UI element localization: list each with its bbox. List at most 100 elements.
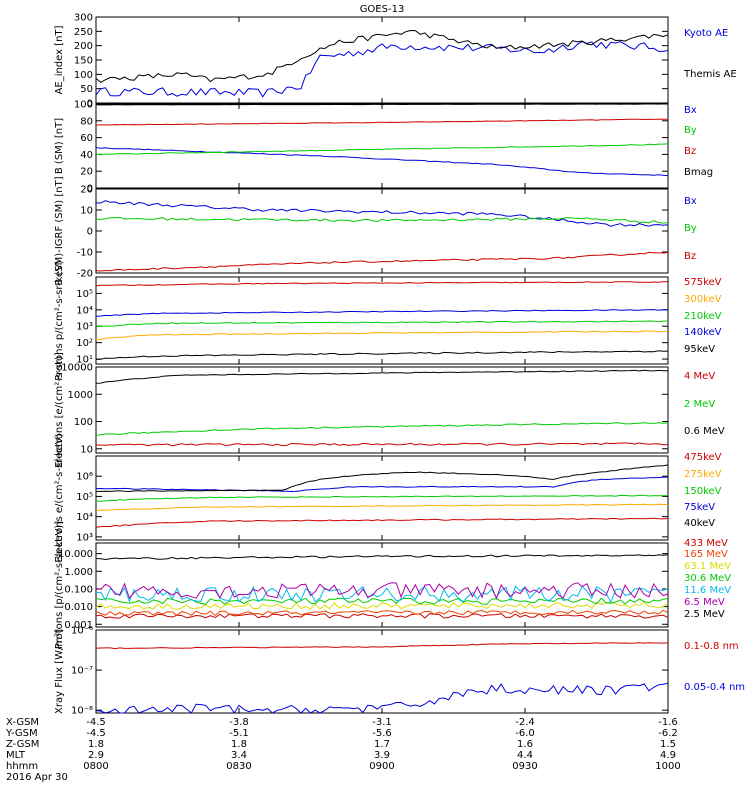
orbit-row-label: Y-GSM [5, 728, 38, 739]
series-line [95, 41, 669, 98]
y-tick-label: 10⁻⁸ [71, 706, 93, 717]
panel-frame [95, 629, 669, 714]
series-line [96, 330, 669, 341]
orbit-value: -4.5 [86, 728, 106, 739]
legend-entry: 2 MeV [684, 399, 715, 410]
legend-entry: 275keV [684, 469, 722, 480]
y-tick-label: -20 [77, 269, 93, 280]
y-axis-label: AE_index [nT] [54, 25, 65, 94]
y-tick-label: 10⁴ [76, 512, 93, 523]
orbit-value: 1.8 [231, 739, 247, 750]
orbit-value: -1.6 [658, 717, 678, 728]
series-line [95, 320, 668, 328]
legend-entry: 165 MeV [684, 549, 728, 560]
y-tick-label: 10⁴ [76, 305, 93, 316]
y-axis-label: B (SM)-IGRF (SM) [nT] [54, 176, 65, 285]
y-tick-label: 10⁻⁷ [71, 666, 93, 677]
orbit-table: X-GSMY-GSMZ-GSMMLThhmm-4.5-4.51.82.90800… [5, 717, 681, 783]
y-tick-label: 150 [74, 56, 93, 67]
y-tick-label: 10¹ [76, 355, 93, 366]
y-tick-label: 10.000 [58, 549, 93, 560]
y-tick-label: 10³ [76, 322, 93, 333]
y-tick-label: 0 [87, 184, 93, 195]
y-tick-label: 100 [74, 417, 93, 428]
y-tick-label: 10⁵ [76, 492, 93, 503]
orbit-value: 0930 [512, 761, 537, 772]
legend-entry: 433 MeV [684, 538, 728, 549]
y-tick-label: 100 [74, 70, 93, 81]
y-tick-label: 0.010 [64, 602, 93, 613]
y-axis-label: Electrons [e/(cm²-s-sr)] [54, 352, 65, 468]
y-tick-label: 10⁶ [76, 472, 93, 483]
orbit-value: -2.4 [515, 717, 535, 728]
orbit-value: 2.9 [88, 750, 104, 761]
orbit-value: 4.4 [517, 750, 533, 761]
orbit-value: -5.1 [229, 728, 249, 739]
orbit-row-label: Z-GSM [6, 739, 39, 750]
panel-6: 10³ 10⁴ 10⁵ 10⁶ Electrons e/(cm²-s-sr-keV) 47… [54, 433, 722, 562]
series-line [95, 585, 669, 604]
series-line [95, 216, 669, 224]
series-line [95, 309, 669, 317]
y-tick-label: 50 [80, 84, 93, 95]
series-line [95, 281, 669, 287]
y-tick-label: 10⁵ [76, 289, 93, 300]
series-line [95, 369, 669, 384]
orbit-value: -5.6 [372, 728, 392, 739]
series-line [95, 147, 669, 177]
y-tick-label: 80 [80, 116, 93, 127]
legend-entry: 575keV [684, 277, 722, 288]
y-axis-label: Xray Flux [W/m²] [54, 629, 65, 714]
series-line [95, 503, 668, 511]
orbit-value: -4.5 [86, 717, 106, 728]
orbit-value: 1.7 [374, 739, 390, 750]
panel-4: 10¹ 10² 10³ 10⁴ 10⁵ Protons p/(cm²-s-sr-keV) 5… [54, 260, 722, 381]
legend-entry: 4 MeV [684, 371, 715, 382]
y-tick-label: 20 [80, 167, 93, 178]
series-line [96, 494, 669, 502]
legend-entry: 0.1-0.8 nm [684, 641, 739, 652]
y-tick-label: 0 [87, 99, 93, 110]
orbit-value: 1.5 [660, 739, 676, 750]
y-tick-label: 10000 [61, 363, 93, 374]
legend-entry: Themis AE [683, 69, 737, 80]
series-line [95, 143, 669, 156]
series-line [95, 422, 669, 436]
y-axis-label: Protons [p/(cm²-s-sr-keV)] [54, 521, 65, 649]
y-tick-label: 300 [74, 13, 93, 24]
series-line [95, 200, 669, 227]
series-line [95, 582, 669, 600]
legend-entry: Bz [684, 251, 696, 262]
legend-entry: 2.5 MeV [684, 609, 725, 620]
series-line [95, 613, 669, 619]
orbit-row-label: MLT [6, 750, 26, 761]
orbit-value: -6.2 [658, 728, 678, 739]
series-line [95, 682, 669, 714]
y-tick-label: -10 [77, 248, 93, 259]
legend-entry: Bx [684, 105, 697, 116]
panel-frame [95, 188, 669, 274]
series-line [95, 118, 669, 126]
legend-entry: 0.6 MeV [684, 426, 725, 437]
y-tick-label: 10³ [76, 532, 93, 543]
y-axis-label: Protons p/(cm²-s-sr-keV) [54, 260, 65, 381]
legend-entry: 40keV [684, 518, 715, 529]
legend-entry: 63.1 MeV [684, 561, 731, 572]
orbit-value: 4.9 [660, 750, 676, 761]
orbit-row-label: X-GSM [6, 717, 39, 728]
legend-entry: Bz [684, 146, 696, 157]
panel-frame [95, 366, 669, 454]
series-line [95, 350, 669, 360]
panel-frame [95, 16, 669, 104]
orbit-value: 3.4 [231, 750, 247, 761]
y-tick-label: 10² [76, 338, 93, 349]
y-tick-label: 10 [80, 444, 93, 455]
legend-entry: 6.5 MeV [684, 597, 725, 608]
panel-1: 0 50 100 150 200 250 300 AE_index [nT] Kyoto AE T… [54, 13, 737, 110]
panel-frame [95, 276, 669, 365]
orbit-value: 1.8 [88, 739, 104, 750]
panel-frame [95, 542, 669, 628]
y-tick-label: 10⁻⁶ [71, 626, 93, 637]
y-axis-label: Electrons e/(cm²-s-sr-keV) [54, 433, 65, 562]
